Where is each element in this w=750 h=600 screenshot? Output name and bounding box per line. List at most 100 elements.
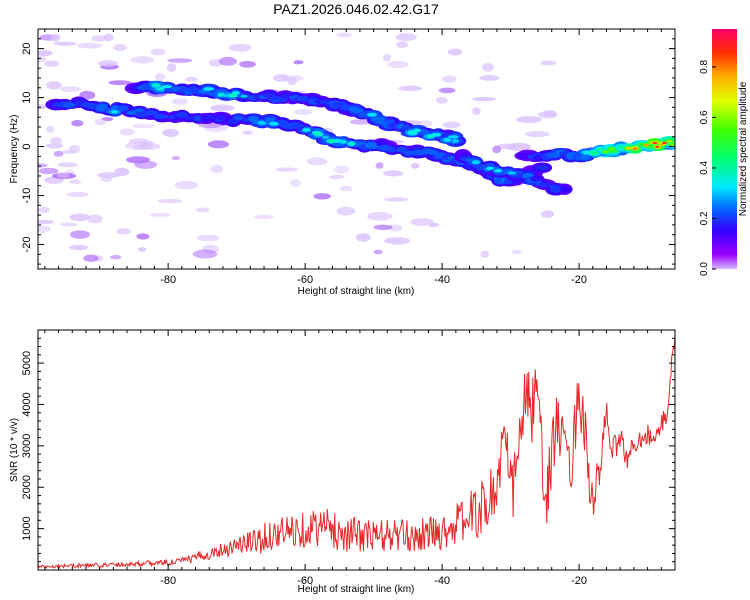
spectrum-speckle xyxy=(68,244,89,251)
spectrum-speckle xyxy=(441,75,457,83)
y-tick-label: 20 xyxy=(21,42,33,54)
spectrum-ridge-upper xyxy=(448,135,459,139)
spectrum-ridge-upper xyxy=(367,112,377,117)
spectrum-ridge-main xyxy=(264,117,276,123)
spectrum-ridge-upper xyxy=(203,87,214,91)
spectrum-ridge-main xyxy=(340,140,347,144)
spectrum-speckle xyxy=(50,137,63,145)
colorbar: 0.0 0.2 0.4 0.6 0.8 Normalized spectral ampl… xyxy=(699,29,749,276)
spectrum-ridge-upper xyxy=(157,87,165,91)
spectrum-speckle xyxy=(71,119,84,127)
spectrum-speckle xyxy=(171,98,188,105)
x-tick-label: -40 xyxy=(434,274,450,286)
spectrum-speckle xyxy=(428,222,440,228)
spectrum-ridge-right xyxy=(643,143,649,147)
spectrum-ridge-main xyxy=(233,115,244,121)
spectrum-speckle xyxy=(150,48,166,56)
spectrum-ridge-right xyxy=(609,150,618,153)
spectrum-speckle xyxy=(166,63,177,72)
spectrum-speckle xyxy=(61,149,77,154)
spectrum-speckle xyxy=(447,48,463,56)
colorbar-tick-label: 0.4 xyxy=(699,161,710,175)
spectrum-ridge-main xyxy=(403,150,413,156)
spectrum-speckle xyxy=(171,156,181,161)
spectrum-speckle xyxy=(154,73,166,82)
spectrum-speckle xyxy=(57,162,78,168)
spectrum-ridge-right xyxy=(580,154,590,160)
spectrum-speckle xyxy=(410,162,420,169)
spectrum-ridge-main xyxy=(215,115,227,120)
spectrum-speckle xyxy=(56,172,70,178)
spectrum-speckle xyxy=(506,142,531,151)
spectrum-ridge-main xyxy=(97,103,108,109)
spectrum-speckle xyxy=(157,198,183,204)
spectrum-speckle xyxy=(69,179,82,185)
spectrum-speckle xyxy=(242,130,253,135)
y-tick-label: -10 xyxy=(21,188,33,204)
y-tick-label: 1000 xyxy=(21,516,33,540)
x-tick-label: -80 xyxy=(160,575,176,587)
spectrum-speckle xyxy=(384,237,411,245)
spectrum-ridge-right xyxy=(589,151,599,155)
spectrum-ridge-right xyxy=(645,145,654,149)
spectrum-speckle xyxy=(134,160,158,169)
spectrum-ridge-right xyxy=(662,142,667,144)
spectrum-ridge-upper xyxy=(141,83,151,90)
y-tick-label: 2000 xyxy=(21,475,33,499)
spectrum-speckle xyxy=(38,50,53,57)
spectrum-speckle xyxy=(97,60,119,67)
spectrum-ridge-right xyxy=(602,150,610,154)
spectrum-speckle xyxy=(113,43,127,52)
spectrum-speckle xyxy=(398,85,423,92)
spectrum-speckle xyxy=(373,249,383,255)
spectrum-ridge-right xyxy=(666,140,673,143)
spectrum-ridge-right xyxy=(632,147,638,150)
snr-xlabel: Height of straight line (km) xyxy=(298,584,415,595)
spectrum-speckle xyxy=(130,56,155,64)
spectrum-speckle xyxy=(185,77,198,82)
spectrum-speckle xyxy=(306,157,328,166)
spectrum-speckle xyxy=(438,87,456,94)
spectrogram-ylabel: Frequency (Hz) xyxy=(9,115,20,184)
spectrum-ridge-main xyxy=(155,114,170,119)
spectrum-ridge-main xyxy=(205,115,216,120)
spectrum-speckle xyxy=(472,107,481,115)
snr-marks xyxy=(38,334,675,570)
spectrum-ridge-lower xyxy=(559,187,569,192)
spectrum-speckle xyxy=(66,191,89,197)
spectrum-speckle xyxy=(435,97,448,104)
spectrum-speckle xyxy=(167,58,193,63)
spectrum-ridge-main xyxy=(427,150,438,155)
spectrum-speckle xyxy=(53,150,64,157)
spectrum-ridge-upper xyxy=(375,119,387,125)
x-tick-label: -20 xyxy=(571,575,587,587)
spectrum-ridge-right xyxy=(626,147,631,150)
spectrum-ridge-right xyxy=(582,150,590,155)
spectrum-speckle xyxy=(50,33,61,42)
spectrum-speckle xyxy=(356,233,371,242)
spectrum-speckle xyxy=(150,212,171,218)
spectrum-speckle xyxy=(333,165,350,174)
x-tick-label: -60 xyxy=(297,274,313,286)
spectrum-speckle xyxy=(108,80,132,86)
spectrum-ridge-main xyxy=(116,105,129,112)
spectrum-ridge-main xyxy=(62,102,77,108)
spectrum-speckle xyxy=(395,33,417,42)
spectrum-speckle xyxy=(540,210,555,218)
spectrum-speckle xyxy=(525,131,550,138)
spectrum-speckle xyxy=(46,143,64,149)
spectrum-speckle xyxy=(442,121,461,129)
spectrum-speckle xyxy=(515,116,542,124)
spectrum-speckle xyxy=(480,250,490,258)
spectrum-speckle xyxy=(69,213,90,222)
spectrum-ridge-upper xyxy=(161,85,172,89)
spectrum-ridge-lower xyxy=(507,171,516,175)
spectrum-speckle xyxy=(38,167,59,175)
spectrum-speckle xyxy=(275,167,299,172)
spectrum-speckle xyxy=(196,234,220,242)
spectrum-ridge-main xyxy=(314,132,324,136)
snr-series-line xyxy=(38,334,675,570)
spectrum-ridge-lower xyxy=(530,177,540,182)
spectrum-ridge-main xyxy=(302,128,311,132)
